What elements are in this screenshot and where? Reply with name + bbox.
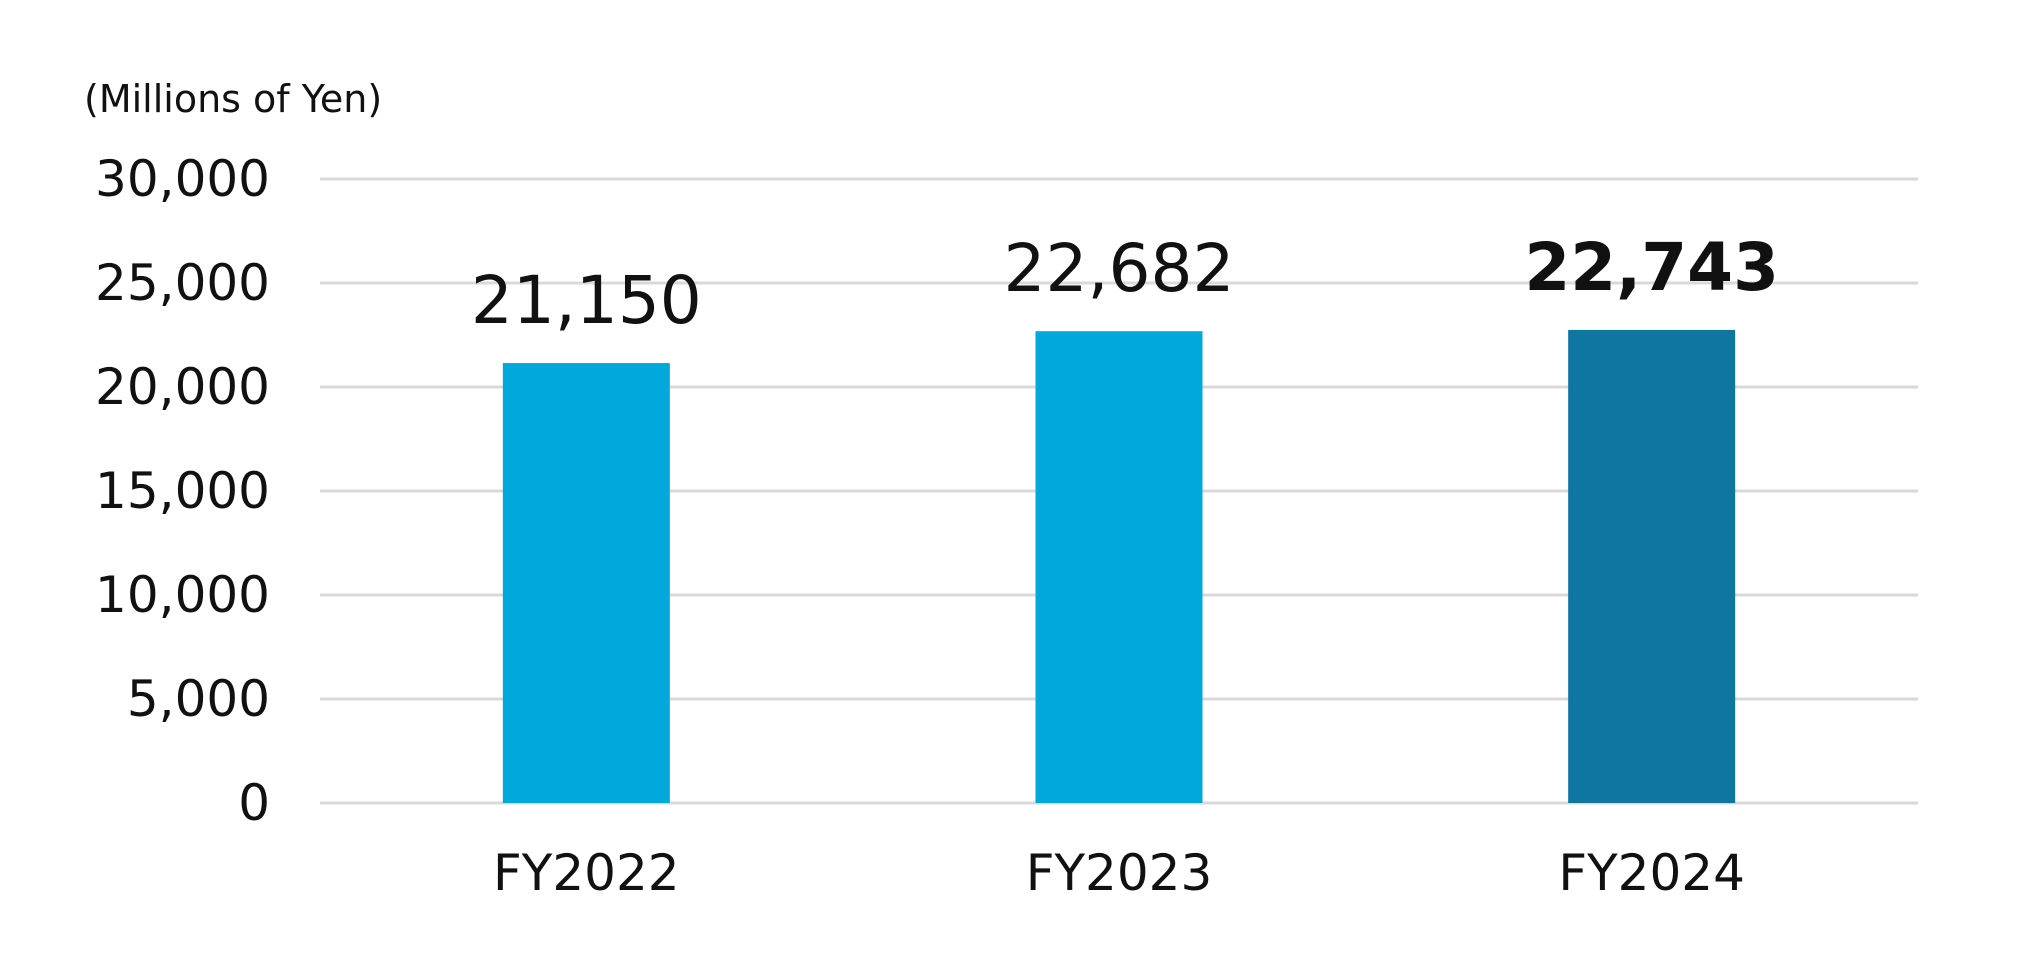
y-tick-label: 15,000	[95, 462, 270, 520]
y-tick-label: 0	[238, 774, 270, 832]
x-axis-category-labels: FY2022 FY2023 FY2024	[493, 844, 1745, 902]
category-label-fy2023: FY2023	[1026, 844, 1213, 902]
bar-fy2024	[1568, 329, 1736, 803]
data-label-fy2022: 21,150	[471, 262, 702, 339]
y-tick-label: 30,000	[95, 150, 270, 208]
y-axis-tick-labels: 0 5,000 10,000 15,000 20,000 25,000 30,000	[95, 150, 270, 832]
bars	[502, 329, 1736, 803]
category-label-fy2024: FY2024	[1558, 844, 1745, 902]
data-label-fy2024: 22,743	[1524, 229, 1779, 306]
bar-fy2022	[502, 363, 670, 803]
data-labels: 21,150 22,682 22,743	[471, 229, 1779, 339]
bar-fy2023	[1035, 331, 1203, 803]
unit-label: (Millions of Yen)	[84, 77, 382, 121]
category-label-fy2022: FY2022	[493, 844, 680, 902]
y-tick-label: 25,000	[95, 254, 270, 312]
y-tick-label: 10,000	[95, 566, 270, 624]
data-label-fy2023: 22,682	[1004, 230, 1235, 307]
y-tick-label: 20,000	[95, 358, 270, 416]
y-tick-label: 5,000	[127, 670, 270, 728]
